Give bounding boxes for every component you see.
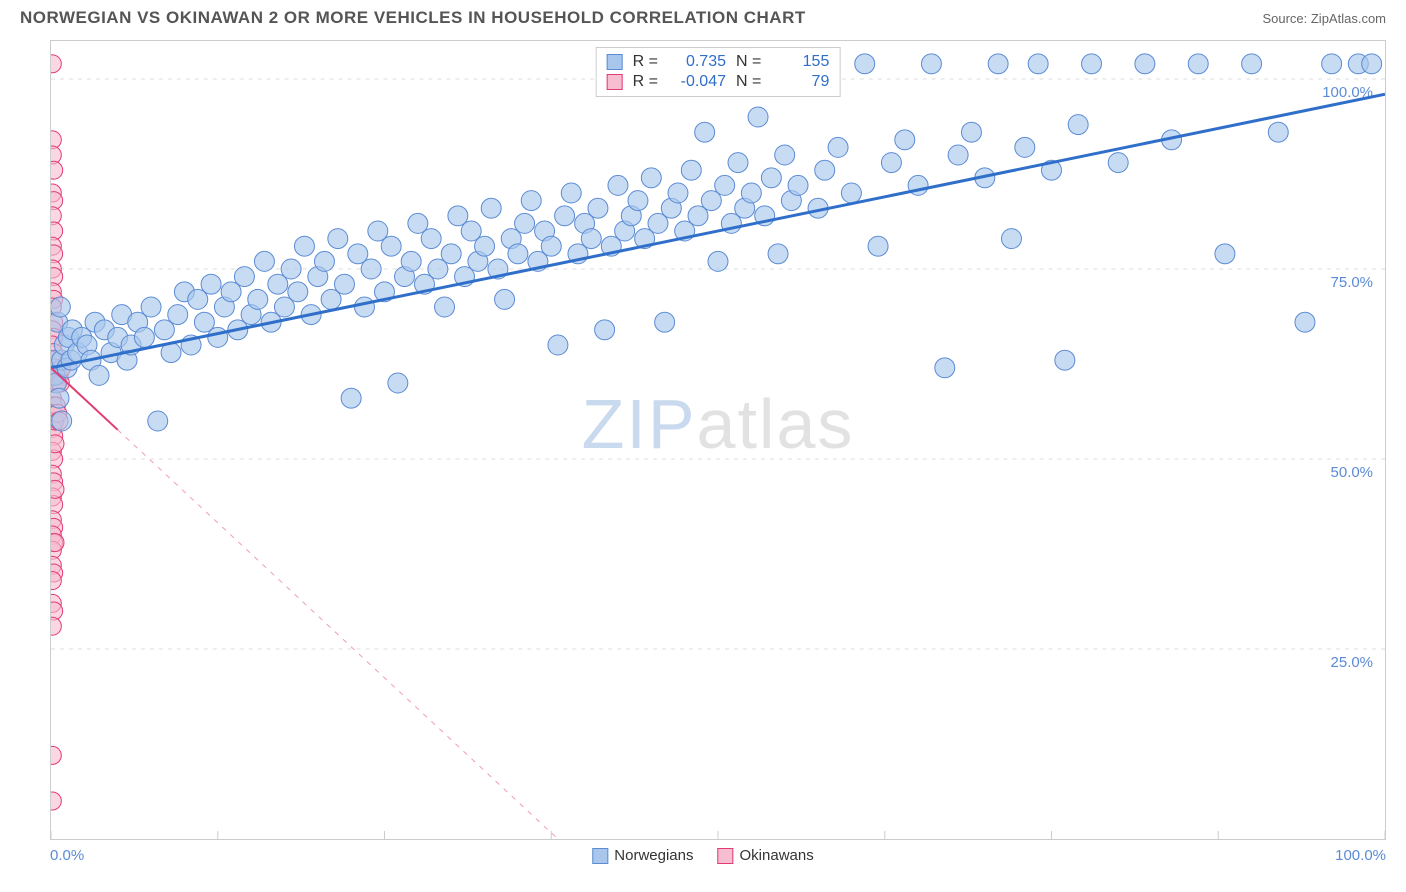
legend-item-norwegians: Norwegians	[592, 847, 693, 864]
legend-label-norwegians: Norwegians	[614, 847, 693, 864]
stats-r-label: R =	[633, 53, 658, 71]
swatch-okinawans	[607, 74, 623, 90]
stats-row-norwegians: R = 0.735 N = 155	[607, 52, 830, 72]
legend-item-okinawans: Okinawans	[718, 847, 814, 864]
chart-title: NORWEGIAN VS OKINAWAN 2 OR MORE VEHICLES…	[20, 8, 806, 28]
stats-r-value-norwegians: 0.735	[668, 53, 726, 71]
legend-swatch-norwegians	[592, 848, 608, 864]
chart-header: NORWEGIAN VS OKINAWAN 2 OR MORE VEHICLES…	[0, 0, 1406, 32]
stats-r-value-okinawans: -0.047	[668, 73, 726, 91]
x-axis-min: 0.0%	[50, 847, 84, 864]
bottom-legend: Norwegians Okinawans	[592, 847, 813, 864]
swatch-norwegians	[607, 54, 623, 70]
stats-box: R = 0.735 N = 155 R = -0.047 N = 79	[596, 47, 841, 97]
chart-container: 25.0%50.0%75.0%100.0% ZIPatlas R = 0.735…	[50, 40, 1386, 840]
chart-source: Source: ZipAtlas.com	[1262, 11, 1386, 26]
stats-n-label: N =	[736, 53, 761, 71]
svg-text:75.0%: 75.0%	[1331, 274, 1373, 291]
legend-label-okinawans: Okinawans	[740, 847, 814, 864]
x-axis-max: 100.0%	[1335, 847, 1386, 864]
svg-text:25.0%: 25.0%	[1331, 654, 1373, 671]
stats-r-label: R =	[633, 73, 658, 91]
stats-n-value-norwegians: 155	[771, 53, 829, 71]
svg-text:50.0%: 50.0%	[1331, 464, 1373, 481]
stats-n-label: N =	[736, 73, 761, 91]
stats-n-value-okinawans: 79	[771, 73, 829, 91]
scatter-plot: 25.0%50.0%75.0%100.0%	[51, 41, 1385, 839]
stats-row-okinawans: R = -0.047 N = 79	[607, 72, 830, 92]
legend-swatch-okinawans	[718, 848, 734, 864]
